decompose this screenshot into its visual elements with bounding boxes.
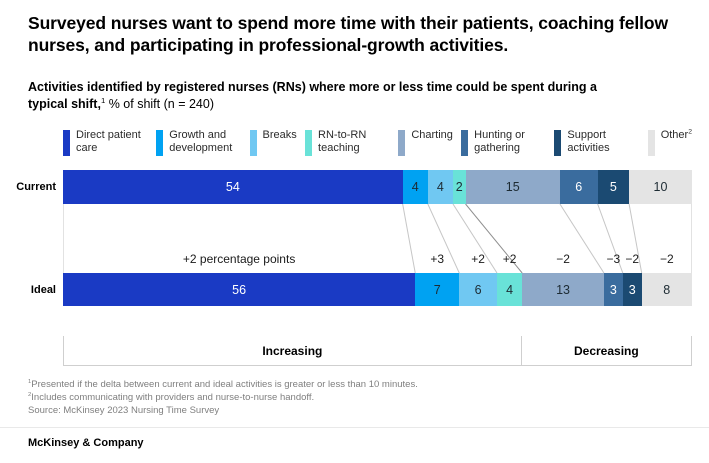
legend-swatch-icon xyxy=(461,130,469,157)
legend-label: Other2 xyxy=(660,128,692,142)
legend-label: Direct patient care xyxy=(76,129,141,155)
bracket-spacer xyxy=(28,336,63,366)
legend-item-5: Hunting or gathering xyxy=(461,129,546,157)
mckinsey-footer: McKinsey & Company xyxy=(28,437,144,450)
delta-label-2: +2 xyxy=(471,252,485,267)
footnote-3: Source: McKinsey 2023 Nursing Time Surve… xyxy=(28,405,220,417)
legend-item-2: Breaks xyxy=(249,129,297,157)
footnote-1: 1Presented if the delta between current … xyxy=(28,378,418,391)
bar-row-current: Current 54 4 4 2 15 6 5 10 xyxy=(16,170,692,205)
segment-ideal-6: 3 xyxy=(622,273,642,307)
segment-ideal-3: 4 xyxy=(496,273,523,307)
connector-lines xyxy=(63,204,692,273)
legend-label: Support activities xyxy=(567,129,610,155)
section-bracket-row: Increasing Decreasing xyxy=(28,336,692,367)
legend-label: Charting xyxy=(411,129,453,142)
segment-current-5: 6 xyxy=(559,170,598,205)
legend-item-1: Growth and development xyxy=(156,129,241,157)
segment-ideal-2: 6 xyxy=(459,273,497,307)
legend-label: Breaks xyxy=(262,129,297,142)
legend-label: Hunting or gathering xyxy=(474,129,525,155)
segment-current-6: 5 xyxy=(597,170,630,205)
segment-ideal-7: 8 xyxy=(641,273,692,307)
delta-label-3: +2 xyxy=(502,252,517,267)
row-label-current: Current xyxy=(16,181,56,194)
legend-swatch-icon xyxy=(305,130,313,157)
legend-item-0: Direct patient care xyxy=(63,129,148,157)
bracket-section-decreasing: Decreasing xyxy=(573,343,639,358)
legend-item-3: RN-to-RN teaching xyxy=(305,129,390,157)
legend-swatch-icon xyxy=(647,130,655,157)
segment-current-4: 15 xyxy=(465,170,560,205)
bracket-section-increasing: Increasing xyxy=(64,336,522,366)
legend-swatch-icon xyxy=(398,130,406,157)
footer-divider xyxy=(0,427,709,429)
segment-ideal-0: 56 xyxy=(63,273,416,307)
legend-swatch-icon xyxy=(63,130,70,157)
chart-subtitle: Activities identified by registered nurs… xyxy=(28,79,606,112)
stacked-bar-chart: Current 54 4 4 2 15 6 5 10 +2 percentage points… xyxy=(16,170,692,307)
legend-item-4: Charting xyxy=(398,129,453,157)
legend-item-7: Other2 xyxy=(647,128,692,157)
footnote-2: 2Includes communicating with providers a… xyxy=(28,392,315,404)
legend-swatch-icon xyxy=(249,130,257,157)
segment-current-2: 4 xyxy=(427,170,453,205)
subtitle-footnote-marker: 1 xyxy=(100,95,106,105)
segment-current-0: 54 xyxy=(63,170,403,205)
delta-gap-area: +2 percentage points +3 +2 +2 −2 −3 −2 −2 xyxy=(63,204,692,273)
legend-swatch-icon xyxy=(554,130,562,157)
legend-label: Growth and development xyxy=(169,129,233,155)
bar-ideal: 56 7 6 4 13 3 3 8 xyxy=(63,273,692,307)
legend-swatch-icon xyxy=(156,130,164,157)
bar-row-ideal: Ideal 56 7 6 4 13 3 3 8 xyxy=(28,273,692,307)
delta-label-7: −2 xyxy=(659,252,674,267)
legend-label: RN-to-RN teaching xyxy=(318,129,367,155)
delta-label-0: +2 percentage points xyxy=(182,252,296,267)
segment-ideal-4: 13 xyxy=(522,273,604,307)
subtitle-unit: % of shift (n = 240) xyxy=(105,96,214,111)
segment-current-3: 2 xyxy=(452,170,466,205)
row-label-ideal: Ideal xyxy=(30,283,56,296)
legend-item-6: Support activities xyxy=(554,129,639,157)
bar-current: 54 4 4 2 15 6 5 10 xyxy=(63,170,692,205)
segment-ideal-5: 3 xyxy=(603,273,623,307)
section-bracket: Increasing Decreasing xyxy=(63,336,692,367)
delta-label-6: −2 xyxy=(625,252,640,267)
delta-label-1: +3 xyxy=(430,252,445,267)
delta-gap-row: +2 percentage points +3 +2 +2 −2 −3 −2 −2 xyxy=(28,204,692,273)
delta-label-5: −3 xyxy=(606,252,621,267)
page-title: Surveyed nurses want to spend more time … xyxy=(28,13,669,56)
footnotes: 1Presented if the delta between current … xyxy=(28,378,692,417)
chart-legend: Direct patient care Growth and developmen… xyxy=(63,128,692,157)
gap-spacer xyxy=(28,204,63,273)
subtitle-bold: Activities identified by registered nurs… xyxy=(28,80,597,111)
segment-current-7: 10 xyxy=(629,170,692,205)
segment-current-1: 4 xyxy=(402,170,428,205)
delta-label-4: −2 xyxy=(556,252,570,267)
segment-ideal-1: 7 xyxy=(415,273,460,307)
